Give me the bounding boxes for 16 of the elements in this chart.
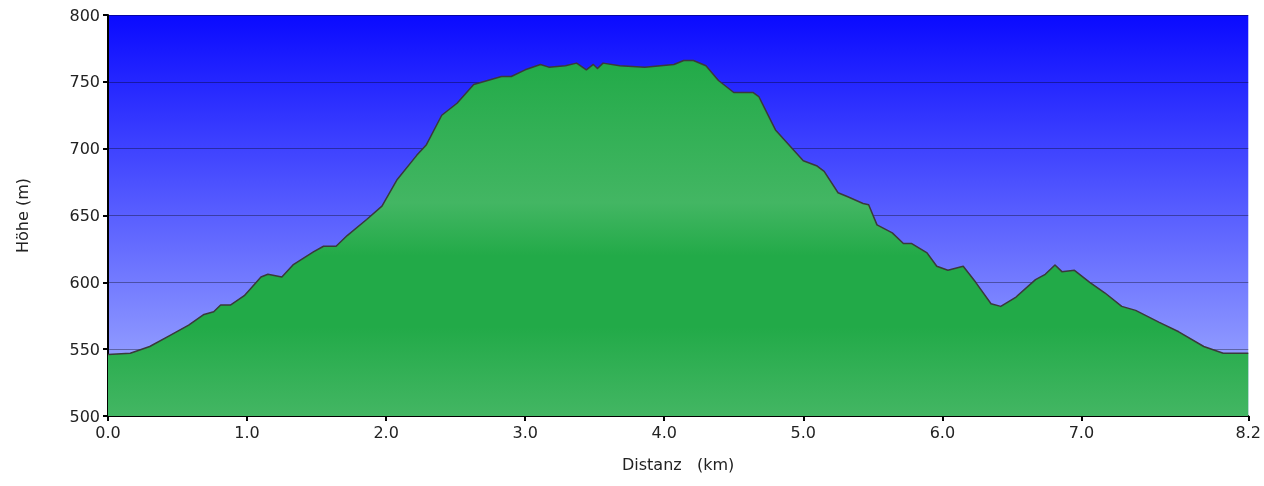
y-tick-label: 700 — [69, 139, 100, 159]
x-tick-label: 4.0 — [651, 422, 677, 442]
x-tick-label: 3.0 — [512, 422, 538, 442]
y-tick-label: 550 — [69, 339, 100, 359]
y-tick-label: 800 — [69, 5, 100, 25]
x-tick-label: 6.0 — [929, 422, 956, 442]
x-tick-label: 8.2 — [1235, 422, 1261, 442]
y-tick-label: 650 — [69, 206, 100, 225]
y-tick-label: 600 — [69, 272, 100, 292]
x-axis-title: Distanz (km) — [621, 454, 735, 474]
x-tick-label: 1.0 — [234, 422, 260, 442]
y-tick-label: 750 — [69, 72, 100, 92]
y-axis-title: Höhe (m) — [12, 178, 32, 253]
x-tick-label: 7.0 — [1068, 422, 1095, 442]
x-tick-label: 2.0 — [373, 422, 399, 442]
x-tick-label: 5.0 — [790, 422, 817, 442]
